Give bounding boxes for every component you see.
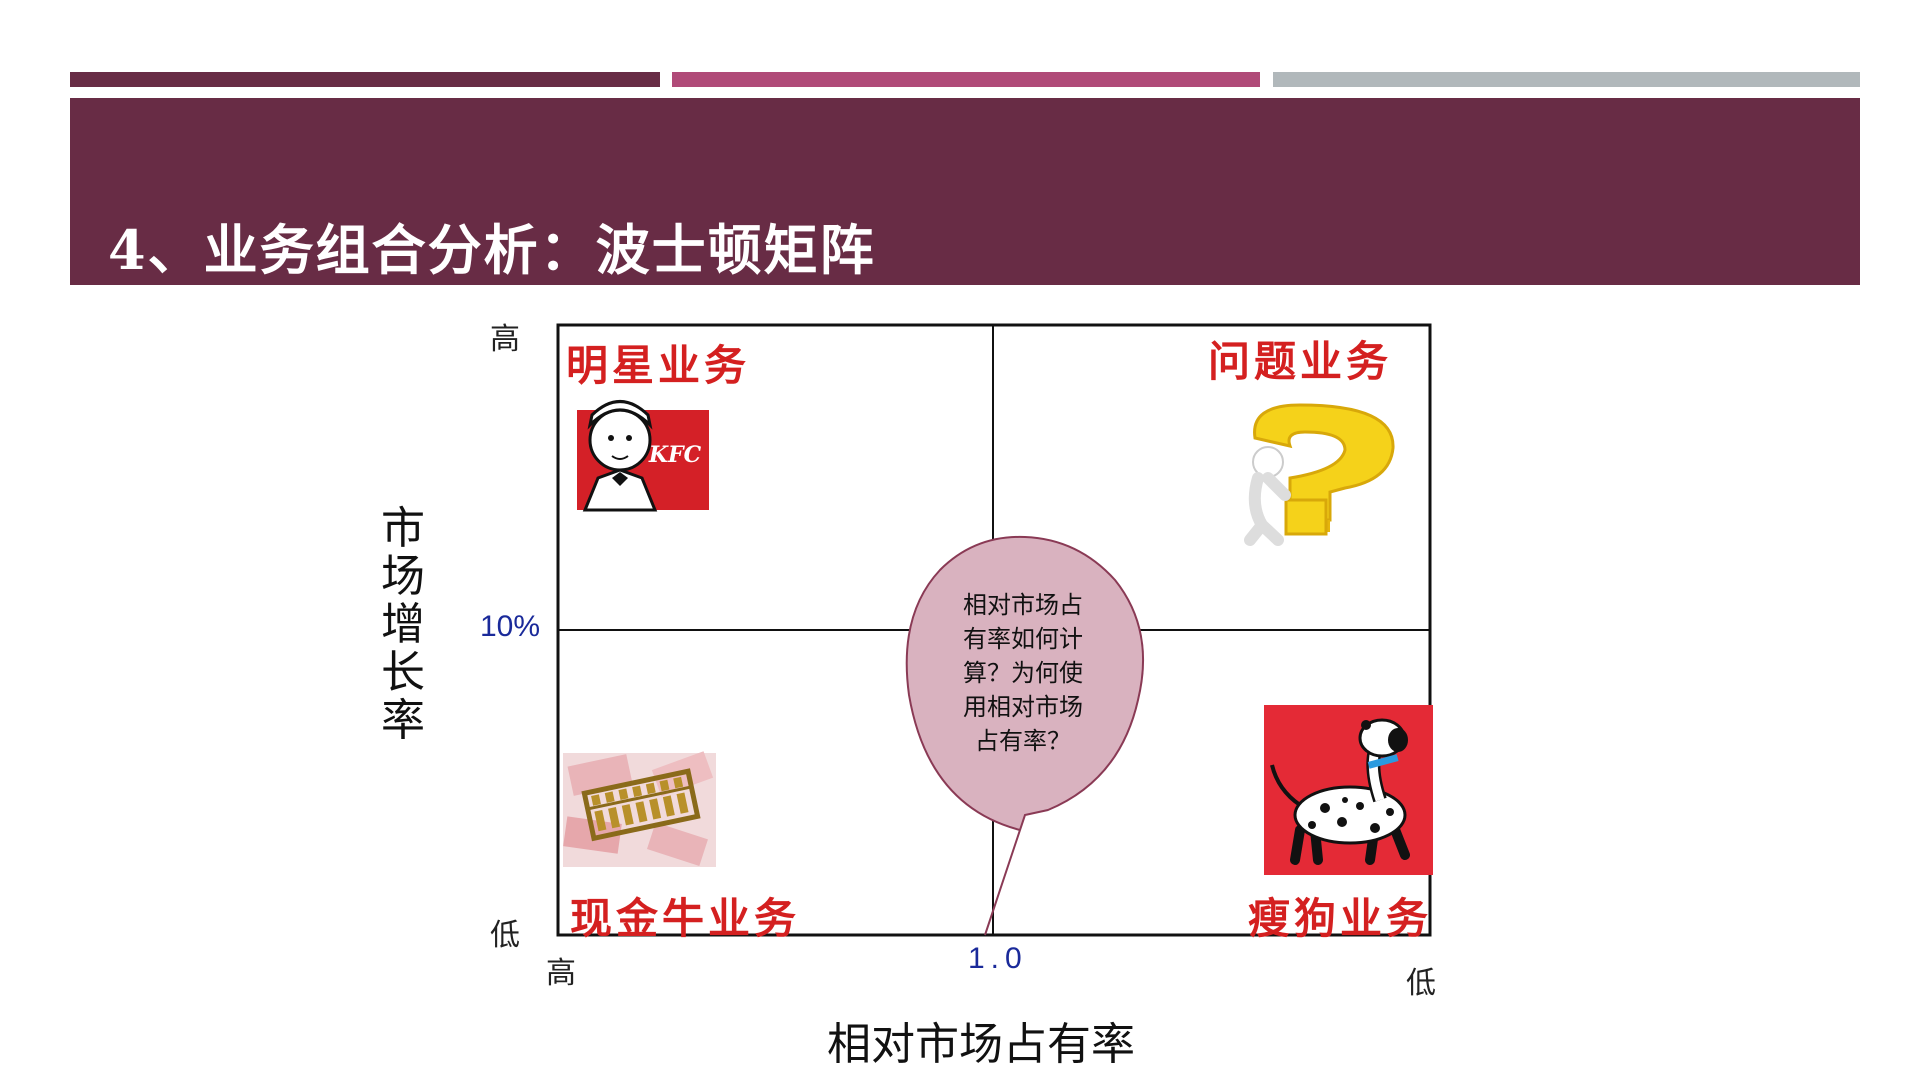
x-axis-title: 相对市场占有率 — [827, 1019, 1135, 1070]
dalmatian-dog-icon — [1264, 705, 1433, 875]
question-mark-figure-icon — [1244, 403, 1395, 546]
callout-line: 用相对市场 — [963, 693, 1083, 721]
top-bar-3 — [1273, 72, 1860, 87]
x-axis-midpoint-label: 1.0 — [968, 942, 1028, 975]
x-axis-high-label: 高 — [546, 956, 576, 991]
slide-title: 4、业务组合分析：波士顿矩阵 — [108, 218, 876, 282]
callout-line: 有率如何计 — [963, 625, 1083, 653]
callout-text: 相对市场占 有率如何计 算？为何使 用相对市场 占有率？ — [938, 588, 1108, 758]
y-axis-high-label: 高 — [490, 322, 520, 357]
quadrant-label-star: 明星业务 — [566, 341, 751, 390]
callout-line: 相对市场占 — [963, 591, 1083, 619]
quadrant-label-question: 问题业务 — [1208, 337, 1393, 386]
abacus-money-icon — [563, 751, 716, 867]
quadrant-label-dog: 瘦狗业务 — [1248, 894, 1433, 943]
callout-line: 占有率？ — [975, 727, 1071, 755]
svg-text:KFC: KFC — [648, 442, 702, 468]
callout-line: 算？为何使 — [963, 659, 1083, 687]
kfc-colonel-logo-icon: KFC — [577, 400, 709, 512]
x-axis-low-label: 低 — [1406, 966, 1436, 1001]
y-axis-midpoint-label: 10% — [480, 610, 541, 643]
top-bar-1 — [70, 72, 660, 87]
quadrant-label-cash-cow: 现金牛业务 — [570, 894, 801, 943]
top-bar-2 — [672, 72, 1260, 87]
title-banner: 4、业务组合分析：波士顿矩阵 — [70, 98, 1860, 285]
y-axis-low-label: 低 — [490, 918, 520, 953]
y-axis-title: 市场增长率 — [381, 503, 425, 746]
callout-bubble — [905, 535, 1144, 936]
